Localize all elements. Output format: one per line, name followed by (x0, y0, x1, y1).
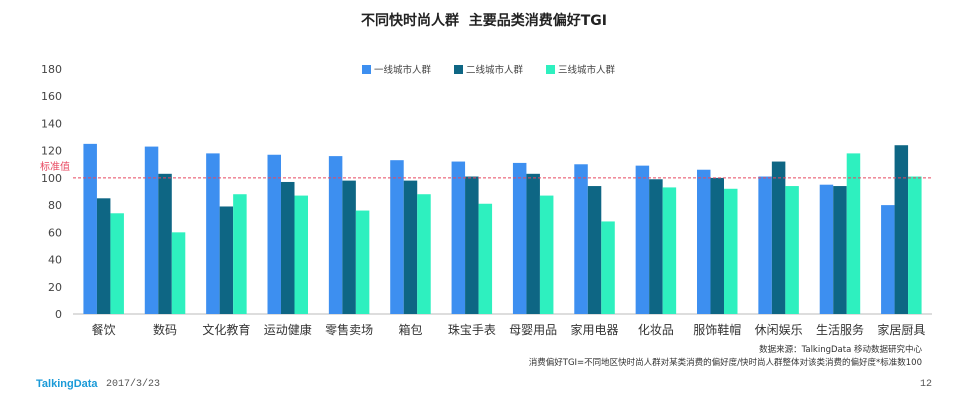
bar-3 (417, 194, 431, 314)
bar-1 (267, 154, 281, 314)
bar-3 (355, 210, 370, 314)
bar-2 (403, 180, 418, 314)
chart-title: 不同快时尚人群 主要品类消费偏好TGI (361, 13, 607, 29)
page-number: 12 (920, 379, 933, 390)
bar-2 (587, 186, 602, 314)
x-tick-label: 服饰鞋帽 (693, 322, 741, 337)
y-tick-label: 60 (48, 226, 62, 239)
bar-1 (574, 164, 588, 314)
bar-2 (771, 161, 786, 314)
bar-2 (894, 145, 909, 314)
y-tick-label: 180 (41, 63, 62, 76)
x-tick-label: 运动健康 (264, 322, 312, 337)
bar-2 (526, 173, 540, 314)
legend-swatch (454, 65, 463, 74)
x-tick-label: 餐饮 (92, 322, 116, 337)
x-tick-label: 零售卖场 (325, 322, 373, 337)
bar-2 (833, 186, 847, 314)
bar-2 (219, 206, 234, 314)
x-tick-label: 生活服务 (816, 322, 864, 337)
y-tick-label: 160 (41, 90, 62, 103)
bar-2 (710, 177, 724, 314)
y-tick-label: 0 (55, 308, 62, 321)
y-tick-label: 120 (41, 145, 62, 158)
bar-2 (342, 180, 356, 314)
bar-3 (662, 187, 677, 314)
x-tick-label: 文化教育 (202, 322, 250, 337)
bar-1 (881, 205, 895, 314)
bar-3 (233, 194, 247, 314)
bar-1 (512, 162, 527, 314)
bar-1 (819, 184, 834, 314)
x-tick-label: 休闲娱乐 (755, 323, 803, 337)
legend-label: 一线城市人群 (374, 64, 432, 76)
x-tick-label: 化妆品 (638, 323, 674, 337)
bar-2 (649, 179, 663, 314)
y-tick-label: 100 (41, 172, 62, 185)
y-tick-label: 80 (48, 199, 62, 212)
bar-1 (83, 143, 97, 314)
talkingdata-logo: TalkingData (36, 378, 98, 390)
bar-1 (390, 160, 404, 314)
bar-3 (601, 221, 615, 314)
x-tick-label: 箱包 (398, 322, 422, 337)
bar-1 (144, 146, 159, 314)
bar-3 (478, 203, 493, 314)
x-tick-label: 家用电器 (571, 322, 619, 337)
legend-label: 二线城市人群 (466, 64, 524, 76)
bar-3 (171, 232, 186, 314)
bar-3 (724, 188, 738, 314)
bar-3 (110, 213, 124, 314)
bar-1 (635, 165, 650, 314)
reference-line-label: 标准值 (40, 160, 70, 173)
bar-3 (846, 153, 861, 314)
bar-3 (908, 176, 922, 314)
bar-1 (206, 153, 220, 314)
formula-note: 消费偏好TGI=不同地区快时尚人群对某类消费的偏好度/快时尚人群整体对该类消费的… (528, 358, 922, 368)
footer-date: 2017/3/23 (106, 379, 161, 390)
legend-swatch (362, 65, 371, 74)
bar-3 (539, 195, 554, 314)
bar-2 (465, 176, 479, 314)
y-tick-label: 20 (48, 281, 62, 294)
bar-1 (758, 176, 772, 314)
x-tick-label: 家居厨具 (877, 322, 925, 337)
bar-2 (96, 198, 111, 314)
source-note: 数据来源：TalkingData 移动数据研究中心 (759, 345, 922, 355)
legend-label: 三线城市人群 (558, 64, 616, 76)
bar-1 (697, 169, 711, 314)
bar-2 (158, 173, 172, 314)
x-tick-label: 数码 (153, 322, 177, 337)
legend-swatch (546, 65, 555, 74)
bar-3 (785, 186, 799, 314)
bar-1 (328, 156, 343, 314)
bar-3 (294, 195, 308, 314)
x-tick-label: 母婴用品 (509, 323, 557, 337)
x-tick-label: 珠宝手表 (448, 323, 496, 337)
y-tick-label: 40 (48, 254, 62, 267)
bar-1 (451, 161, 466, 314)
y-tick-label: 140 (41, 117, 62, 130)
bar-2 (281, 181, 295, 314)
